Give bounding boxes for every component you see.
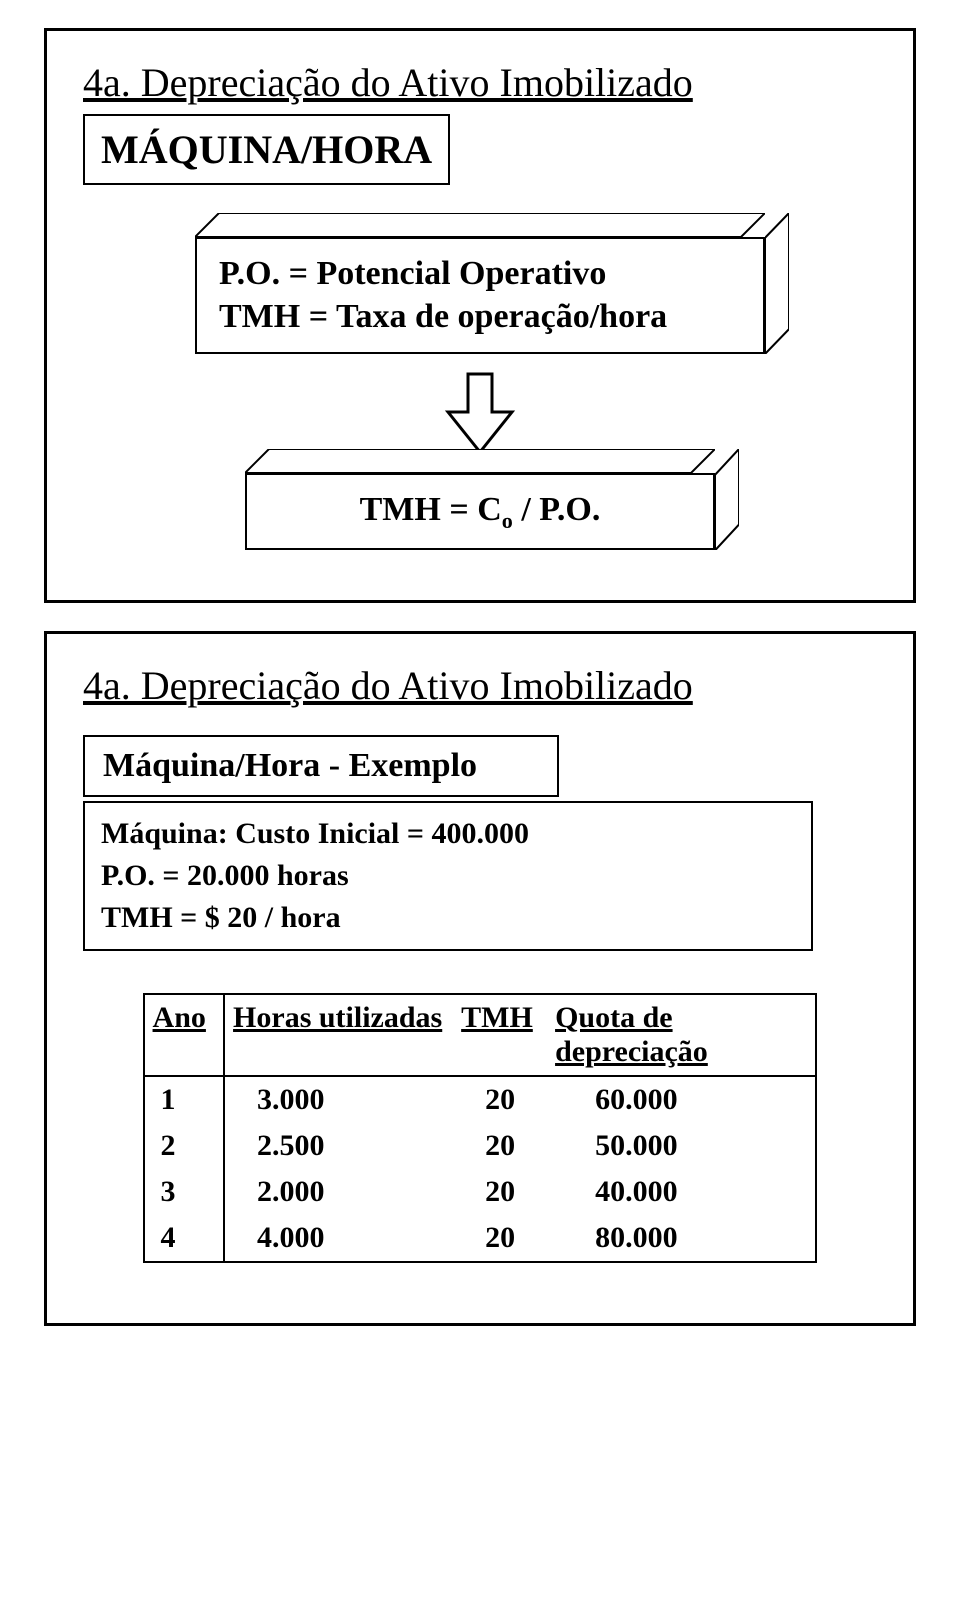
slide-panel-2: 4a. Depreciação do Ativo Imobilizado Máq…: [44, 631, 916, 1326]
panel2-subtitle-box: Máquina/Hora - Exemplo: [83, 735, 559, 797]
cell-horas: 4.000: [225, 1215, 453, 1261]
panel2-title: 4a. Depreciação do Ativo Imobilizado: [83, 662, 877, 709]
cell-ano: 1: [145, 1077, 226, 1123]
cell-horas: 3.000: [225, 1077, 453, 1123]
col-header-quota: Quota de depreciação: [547, 995, 817, 1075]
example-data-box: Máquina: Custo Inicial = 400.000 P.O. = …: [83, 801, 813, 951]
formula-suffix: / P.O.: [513, 491, 601, 528]
formula-sub: o: [502, 508, 513, 533]
data-line-3: TMH = $ 20 / hora: [101, 897, 795, 939]
data-line-1: Máquina: Custo Inicial = 400.000: [101, 813, 795, 855]
col-header-tmh: TMH: [453, 995, 547, 1075]
down-arrow-icon: [444, 372, 516, 461]
table-row: 22.5002050.000: [145, 1123, 816, 1169]
col-header-ano: Ano: [145, 995, 226, 1075]
cell-tmh: 20: [453, 1215, 547, 1261]
panel1-title: 4a. Depreciação do Ativo Imobilizado: [83, 59, 877, 106]
col-header-horas: Horas utilizadas: [225, 995, 453, 1075]
cell-tmh: 20: [453, 1169, 547, 1215]
cell-horas: 2.500: [225, 1123, 453, 1169]
box3d-right-face: [715, 449, 739, 550]
table-header-row: Ano Horas utilizadas TMH Quota de deprec…: [145, 995, 816, 1077]
cell-quota: 60.000: [547, 1077, 815, 1123]
cell-ano: 3: [145, 1169, 226, 1215]
table-row: 32.0002040.000: [145, 1169, 816, 1215]
cell-quota: 40.000: [547, 1169, 815, 1215]
cell-ano: 2: [145, 1123, 226, 1169]
data-line-2: P.O. = 20.000 horas: [101, 855, 795, 897]
cell-horas: 2.000: [225, 1169, 453, 1215]
table-row: 13.0002060.000: [145, 1077, 816, 1123]
cell-tmh: 20: [453, 1077, 547, 1123]
def-line-1: P.O. = Potencial Operativo: [219, 253, 741, 296]
definitions-3d-box: P.O. = Potencial Operativo TMH = Taxa de…: [195, 237, 765, 354]
cell-ano: 4: [145, 1215, 226, 1261]
cell-tmh: 20: [453, 1123, 547, 1169]
depreciation-table: Ano Horas utilizadas TMH Quota de deprec…: [143, 993, 818, 1263]
formula-prefix: TMH = C: [360, 491, 502, 528]
panel1-subtitle-box: MÁQUINA/HORA: [83, 114, 450, 185]
table-row: 44.0002080.000: [145, 1215, 816, 1261]
formula-3d-box: TMH = Co / P.O.: [245, 473, 715, 550]
def-line-2: TMH = Taxa de operação/hora: [219, 296, 741, 339]
slide-panel-1: 4a. Depreciação do Ativo Imobilizado MÁQ…: [44, 28, 916, 603]
cell-quota: 50.000: [547, 1123, 815, 1169]
formula-text: TMH = Co / P.O.: [360, 491, 601, 528]
cell-quota: 80.000: [547, 1215, 815, 1261]
